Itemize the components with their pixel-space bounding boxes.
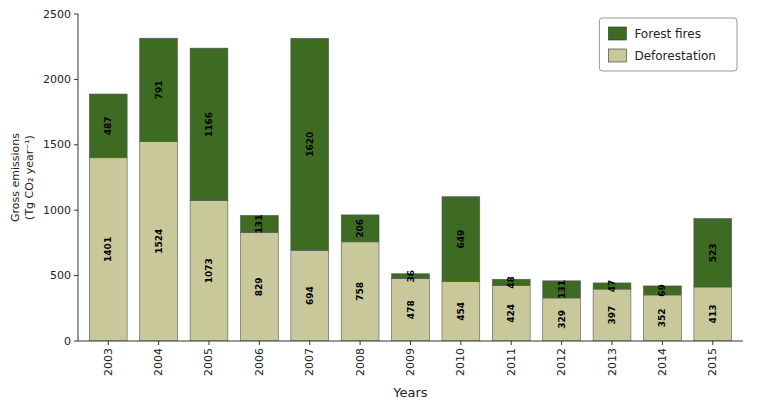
- chart-container: 1401 487 1524 791 1073 1166 829 131 694 1620 758 20…: [0, 0, 757, 405]
- y-tick-label: 2500: [43, 8, 71, 21]
- x-tick-label: 2008: [354, 348, 367, 376]
- data-label: 1620: [305, 132, 315, 157]
- bar-segment: [190, 201, 228, 341]
- data-label: 487: [103, 117, 113, 136]
- bars: [89, 38, 731, 341]
- x-tick: [309, 341, 310, 345]
- y-axis-line: [78, 14, 79, 341]
- bar-segment: [291, 250, 329, 341]
- x-tick: [561, 341, 562, 345]
- x-tick: [208, 341, 209, 345]
- legend-frame: [599, 18, 737, 71]
- x-tick-label: 2010: [454, 348, 467, 376]
- data-label: 523: [708, 243, 718, 262]
- chart-svg: 1401 487 1524 791 1073 1166 829 131 694 1620 758 20…: [0, 0, 757, 405]
- x-tick: [662, 341, 663, 345]
- x-tick: [712, 341, 713, 345]
- bar-segment: [240, 215, 278, 232]
- bar-segment: [543, 281, 581, 298]
- y-tick: [74, 210, 78, 211]
- data-label: 397: [607, 306, 617, 325]
- x-tick-label: 2014: [656, 348, 669, 376]
- y-axis-title: Gross emissions(Tg CO₂ year⁻¹): [9, 133, 36, 222]
- x-tick-label: 2013: [606, 348, 619, 376]
- x-tick-label: 2015: [706, 348, 719, 376]
- bar-segment: [543, 298, 581, 341]
- bar-segment: [492, 286, 530, 341]
- data-label: 791: [154, 81, 164, 100]
- bar-segment: [442, 282, 480, 341]
- bar-segment: [392, 278, 430, 341]
- data-label: 69: [657, 284, 667, 297]
- data-label: 829: [254, 277, 264, 296]
- y-tick: [74, 341, 78, 342]
- data-label: 131: [557, 280, 567, 299]
- data-label: 1166: [204, 112, 214, 137]
- data-label: 131: [254, 215, 264, 234]
- y-tick: [74, 14, 78, 15]
- y-tick: [74, 79, 78, 80]
- y-tick-label: 0: [64, 335, 71, 348]
- data-label: 36: [406, 270, 416, 283]
- legend-swatch: [608, 27, 626, 40]
- x-tick-label: 2007: [303, 348, 316, 376]
- data-label: 424: [506, 304, 516, 323]
- data-label: 1401: [103, 237, 113, 262]
- data-label: 758: [355, 282, 365, 301]
- y-tick-label: 1500: [43, 138, 71, 151]
- bar-segment: [644, 295, 682, 341]
- x-tick: [460, 341, 461, 345]
- bar-segment: [442, 197, 480, 282]
- x-tick: [511, 341, 512, 345]
- x-tick: [360, 341, 361, 345]
- bar-segment: [694, 287, 732, 341]
- legend-label: Forest fires: [634, 27, 701, 41]
- x-tick: [259, 341, 260, 345]
- data-label: 329: [557, 310, 567, 329]
- data-label: 454: [456, 302, 466, 321]
- y-tick-label: 1000: [43, 204, 71, 217]
- bar-segment: [140, 142, 178, 341]
- data-labels: 1401 487 1524 791 1073 1166 829 131 694 1620 758 20…: [103, 81, 718, 329]
- x-tick-label: 2004: [152, 348, 165, 376]
- data-label: 1073: [204, 258, 214, 283]
- x-tick-label: 2003: [102, 348, 115, 376]
- data-label: 1524: [154, 229, 164, 254]
- data-label: 694: [305, 286, 315, 305]
- bar-segment: [341, 215, 379, 242]
- x-tick: [108, 341, 109, 345]
- bar-segment: [140, 38, 178, 141]
- legend-label: Deforestation: [634, 49, 716, 63]
- bar-segment: [694, 219, 732, 287]
- x-tick-label: 2005: [202, 348, 215, 376]
- legend: Forest fires Deforestation: [599, 18, 737, 71]
- bar-segment: [240, 233, 278, 341]
- x-tick-label: 2009: [404, 348, 417, 376]
- data-label: 47: [607, 280, 617, 293]
- data-label: 649: [456, 230, 466, 249]
- data-label: 48: [506, 276, 516, 289]
- bar-segment: [593, 289, 631, 341]
- x-axis-title: Years: [392, 385, 428, 400]
- x-tick: [410, 341, 411, 345]
- data-label: 413: [708, 305, 718, 324]
- bar-segment: [89, 94, 127, 158]
- legend-swatch: [608, 49, 626, 62]
- bar-segment: [291, 38, 329, 250]
- x-tick: [612, 341, 613, 345]
- data-label: 478: [406, 300, 416, 319]
- bar-segment: [190, 48, 228, 201]
- data-label: 352: [657, 309, 667, 328]
- y-tick-label: 2000: [43, 73, 71, 86]
- x-tick-label: 2006: [253, 348, 266, 376]
- x-tick-label: 2012: [555, 348, 568, 376]
- bar-segment: [341, 242, 379, 341]
- y-tick-label: 500: [50, 269, 71, 282]
- bar-segment: [89, 158, 127, 341]
- y-tick: [74, 275, 78, 276]
- data-label: 206: [355, 219, 365, 238]
- x-tick-label: 2011: [505, 348, 518, 376]
- y-tick: [74, 144, 78, 145]
- x-tick: [158, 341, 159, 345]
